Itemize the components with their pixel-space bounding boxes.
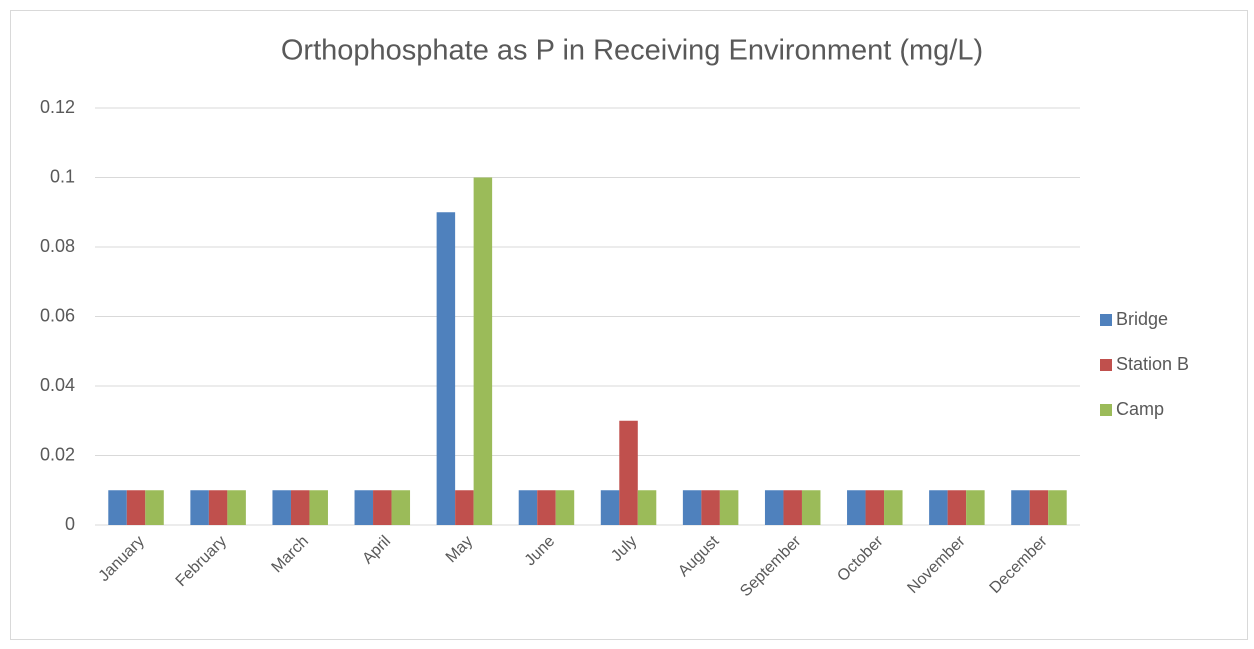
bar bbox=[884, 490, 903, 525]
bar bbox=[537, 490, 556, 525]
bar bbox=[929, 490, 948, 525]
bar bbox=[108, 490, 127, 525]
legend-label: Camp bbox=[1116, 399, 1164, 419]
bar bbox=[272, 490, 291, 525]
legend-swatch bbox=[1100, 359, 1112, 371]
bar bbox=[473, 177, 493, 525]
y-tick-label: 0.1 bbox=[50, 166, 75, 186]
legend-swatch bbox=[1100, 404, 1112, 416]
bar bbox=[966, 490, 985, 525]
bar bbox=[682, 490, 702, 525]
y-tick-label: 0.06 bbox=[40, 305, 75, 325]
y-tick-label: 0.12 bbox=[40, 97, 75, 117]
bar bbox=[801, 490, 821, 525]
bar bbox=[290, 490, 310, 525]
y-tick-label: 0.02 bbox=[40, 444, 75, 464]
chart-border bbox=[10, 10, 1248, 640]
bar bbox=[518, 490, 538, 525]
bar bbox=[847, 490, 866, 525]
bar bbox=[145, 490, 164, 525]
legend-label: Station B bbox=[1116, 354, 1189, 374]
legend-label: Bridge bbox=[1116, 309, 1168, 329]
bar bbox=[354, 490, 374, 525]
bar bbox=[190, 490, 209, 525]
legend-swatch bbox=[1100, 314, 1112, 326]
bar bbox=[1048, 490, 1067, 525]
y-tick-label: 0.04 bbox=[40, 375, 75, 395]
bar bbox=[865, 490, 885, 525]
chart-title: Orthophosphate as P in Receiving Environ… bbox=[281, 35, 983, 67]
bar bbox=[1011, 490, 1030, 525]
bar bbox=[619, 420, 638, 525]
bar bbox=[373, 490, 392, 525]
y-tick-label: 0.08 bbox=[40, 236, 75, 256]
bar bbox=[637, 490, 657, 525]
bar bbox=[947, 490, 967, 525]
y-tick-label: 0 bbox=[65, 514, 75, 534]
bar bbox=[455, 490, 474, 525]
bar bbox=[783, 490, 802, 525]
bar bbox=[701, 490, 720, 525]
bar bbox=[227, 490, 246, 525]
bar bbox=[126, 490, 146, 525]
bar bbox=[555, 490, 575, 525]
bar bbox=[1029, 490, 1049, 525]
bar bbox=[764, 490, 784, 525]
bar bbox=[391, 490, 411, 525]
bar bbox=[309, 490, 328, 525]
bar bbox=[436, 212, 456, 525]
bar bbox=[208, 490, 228, 525]
bar bbox=[600, 490, 620, 525]
bar bbox=[719, 490, 739, 525]
